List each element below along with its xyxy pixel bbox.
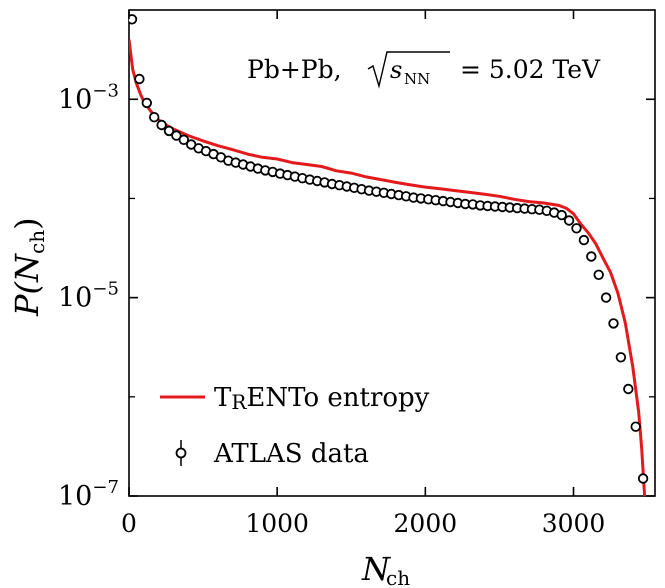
data-point-atlas (134, 73, 145, 85)
data-point-atlas (600, 292, 612, 303)
y-axis: 10−3 10−5 10−7 (58, 80, 655, 512)
data-point-atlas (171, 130, 182, 141)
data-point-atlas (571, 223, 582, 234)
data-point-atlas (556, 209, 567, 221)
y-tick-label: 10−5 (58, 279, 119, 314)
data-point-atlas (608, 318, 619, 329)
legend-circle-marker (175, 447, 187, 459)
data-point-atlas (148, 111, 160, 123)
annotation-text: Pb+Pb, (247, 55, 342, 84)
x-axis: 0 1000 2000 3000 (121, 10, 605, 538)
annotation-s: s (390, 56, 402, 84)
data-point-atlas (156, 119, 167, 131)
annotation: Pb+Pb, s NN = 5.02 TeV (247, 51, 601, 89)
legend-label-atlas: ATLAS data (213, 439, 369, 469)
data-point-atlas (178, 134, 190, 146)
x-tick-label: 0 (121, 509, 137, 538)
y-label: P(Nch) (8, 217, 49, 317)
series-line-trento (129, 39, 647, 496)
legend-label-trento: TRENTo entropy (214, 383, 430, 414)
data-point-atlas (163, 125, 175, 137)
data-point-atlas (578, 234, 590, 246)
series-layer (129, 14, 649, 496)
data-point-atlas (630, 421, 641, 432)
x-label-sub: ch (386, 566, 410, 588)
data-point-atlas (615, 352, 627, 363)
annotation-energy: = 5.02 TeV (460, 55, 601, 84)
x-tick-label: 3000 (542, 509, 606, 538)
data-point-atlas (623, 383, 634, 395)
x-axis-label: N ch (361, 550, 410, 588)
x-tick-label: 2000 (394, 509, 458, 538)
data-point-atlas (586, 251, 597, 262)
y-axis-label: P(Nch) (8, 217, 49, 317)
plot-frame (128, 9, 656, 497)
y-tick-label: 10−3 (58, 80, 119, 115)
x-tick-label: 1000 (245, 509, 309, 538)
y-tick-label: 10−7 (58, 477, 119, 512)
annotation-sub: NN (404, 70, 430, 88)
sqrt-radical (367, 51, 450, 89)
x-label-main: N (361, 550, 391, 588)
data-point-atlas (637, 473, 649, 484)
data-point-atlas (563, 215, 575, 226)
legend: TRENTo entropy ATLAS data (160, 383, 430, 469)
data-point-atlas (593, 269, 604, 281)
data-point-atlas (141, 97, 153, 109)
data-point-atlas (129, 14, 138, 25)
